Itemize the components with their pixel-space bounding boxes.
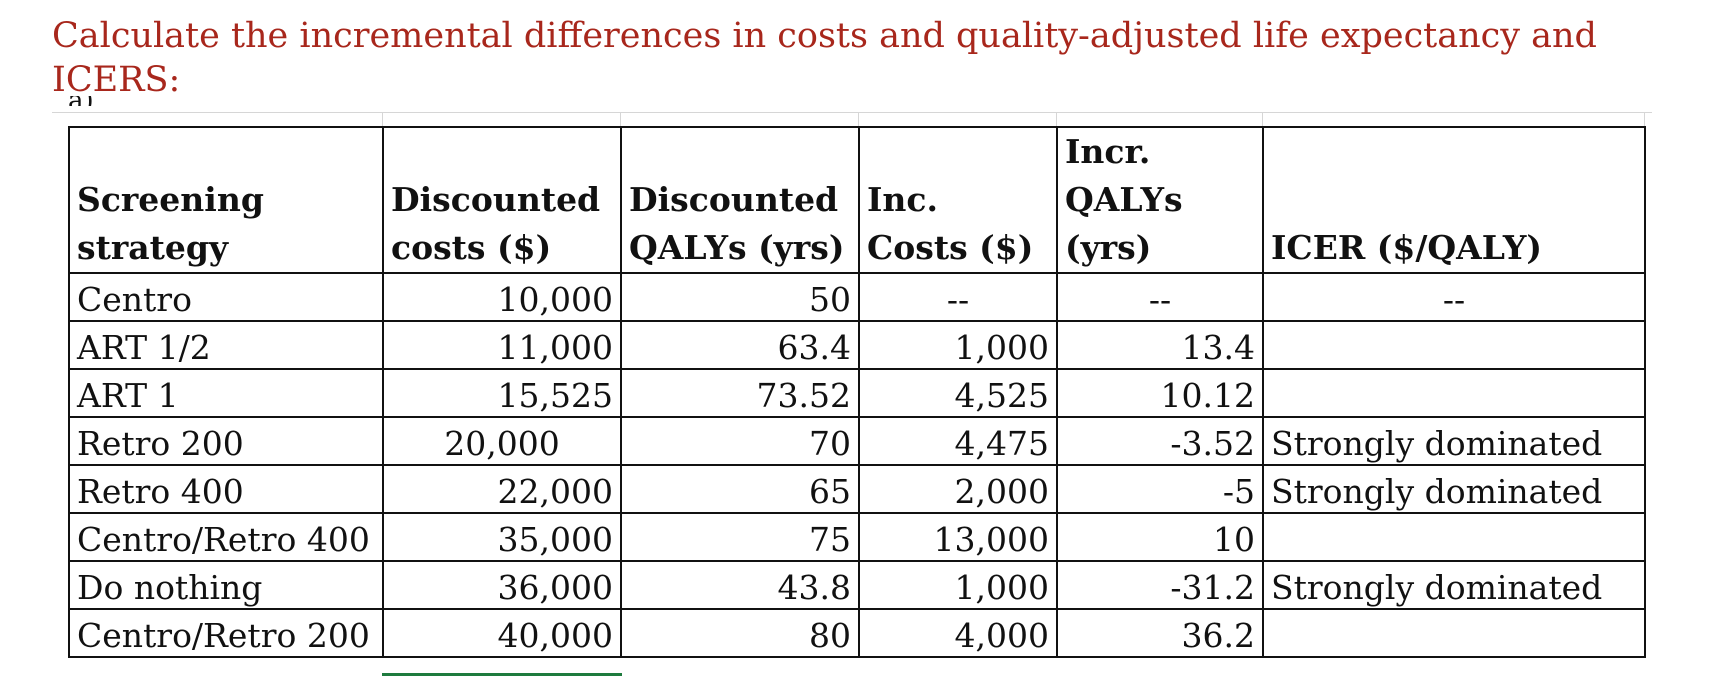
- header-cell[interactable]: Discounted costs ($): [382, 126, 622, 274]
- table-cell[interactable]: Centro: [68, 272, 384, 322]
- table-cell[interactable]: 65: [620, 464, 860, 514]
- table-cell[interactable]: 50: [620, 272, 860, 322]
- sheet-gridline-col: [858, 112, 859, 132]
- table-row: ART 1/2 11,000 63.4 1,000 13.4: [68, 320, 1646, 370]
- sheet-gridline-col: [382, 112, 383, 132]
- table-cell[interactable]: ART 1/2: [68, 320, 384, 370]
- table-cell[interactable]: Centro/Retro 400: [68, 512, 384, 562]
- table-cell[interactable]: -3.52: [1056, 416, 1264, 466]
- table-cell[interactable]: [1262, 320, 1646, 370]
- table-cell[interactable]: 1,000: [858, 560, 1058, 610]
- header-cell[interactable]: ICER ($/QALY): [1262, 126, 1646, 274]
- table-cell[interactable]: -5: [1056, 464, 1264, 514]
- table-header-row: Screening strategy Discounted costs ($) …: [68, 126, 1646, 274]
- table-row: Do nothing 36,000 43.8 1,000 -31.2 Strongly d…: [68, 560, 1646, 610]
- header-cell[interactable]: Discounted QALYs (yrs): [620, 126, 860, 274]
- table-cell[interactable]: [1262, 368, 1646, 418]
- sheet-gridline-col: [1056, 112, 1057, 132]
- table-cell[interactable]: 10: [1056, 512, 1264, 562]
- table-cell[interactable]: ART 1: [68, 368, 384, 418]
- table-row: Centro/Retro 400 35,000 75 13,000 10: [68, 512, 1646, 562]
- instruction-heading: Calculate the incremental differences in…: [52, 16, 1597, 100]
- table-cell[interactable]: 80: [620, 608, 860, 658]
- table-cell[interactable]: 2,000: [858, 464, 1058, 514]
- table-cell[interactable]: 4,000: [858, 608, 1058, 658]
- table-cell[interactable]: Strongly dominated: [1262, 464, 1646, 514]
- table-row: Centro/Retro 200 40,000 80 4,000 36.2: [68, 608, 1646, 658]
- table-cell[interactable]: 13.4: [1056, 320, 1264, 370]
- table-cell[interactable]: 43.8: [620, 560, 860, 610]
- table-cell[interactable]: 4,525: [858, 368, 1058, 418]
- table-cell[interactable]: 73.52: [620, 368, 860, 418]
- table-cell[interactable]: Retro 200: [68, 416, 384, 466]
- table-cell[interactable]: Strongly dominated: [1262, 560, 1646, 610]
- table-cell[interactable]: 1,000: [858, 320, 1058, 370]
- table-cell[interactable]: --: [1056, 272, 1264, 322]
- table-cell[interactable]: 70: [620, 416, 860, 466]
- table-cell[interactable]: 36.2: [1056, 608, 1264, 658]
- header-cell[interactable]: Incr. QALYs (yrs): [1056, 126, 1264, 274]
- table-cell[interactable]: Do nothing: [68, 560, 384, 610]
- table-cell[interactable]: [1262, 512, 1646, 562]
- icer-table: Screening strategy Discounted costs ($) …: [68, 126, 1646, 658]
- table-cell[interactable]: 22,000: [382, 464, 622, 514]
- table-row: ART 1 15,525 73.52 4,525 10.12: [68, 368, 1646, 418]
- sheet-gridline-top: [52, 112, 1652, 113]
- table-cell[interactable]: 11,000: [382, 320, 622, 370]
- table-cell[interactable]: 15,525: [382, 368, 622, 418]
- table-cell[interactable]: 20,000: [382, 416, 622, 466]
- header-cell[interactable]: Inc. Costs ($): [858, 126, 1058, 274]
- sheet-gridline-col: [620, 112, 621, 132]
- table-cell[interactable]: 75: [620, 512, 860, 562]
- table-cell[interactable]: Centro/Retro 200: [68, 608, 384, 658]
- table-cell[interactable]: 10,000: [382, 272, 622, 322]
- sheet-gridline-col: [1644, 112, 1645, 132]
- table-cell[interactable]: 10.12: [1056, 368, 1264, 418]
- sheet-gridline-col: [1262, 112, 1263, 132]
- table-cell[interactable]: [1262, 608, 1646, 658]
- table-cell[interactable]: 4,475: [858, 416, 1058, 466]
- table-cell[interactable]: --: [858, 272, 1058, 322]
- table-cell[interactable]: 35,000: [382, 512, 622, 562]
- table-row: Retro 200 20,000 70 4,475 -3.52 Strongly domi…: [68, 416, 1646, 466]
- table-cell[interactable]: Strongly dominated: [1262, 416, 1646, 466]
- partial-row-label: a): [68, 96, 108, 106]
- table-cell[interactable]: Retro 400: [68, 464, 384, 514]
- table-row: Retro 400 22,000 65 2,000 -5 Strongly dominat…: [68, 464, 1646, 514]
- header-cell[interactable]: Screening strategy: [68, 126, 384, 274]
- table-cell[interactable]: 40,000: [382, 608, 622, 658]
- table-cell[interactable]: -31.2: [1056, 560, 1264, 610]
- table-cell[interactable]: 36,000: [382, 560, 622, 610]
- table-cell[interactable]: --: [1262, 272, 1646, 322]
- table-cell[interactable]: 13,000: [858, 512, 1058, 562]
- table-row: Centro 10,000 50 -- -- --: [68, 272, 1646, 322]
- cell-selection-indicator: [382, 673, 622, 676]
- table-cell[interactable]: 63.4: [620, 320, 860, 370]
